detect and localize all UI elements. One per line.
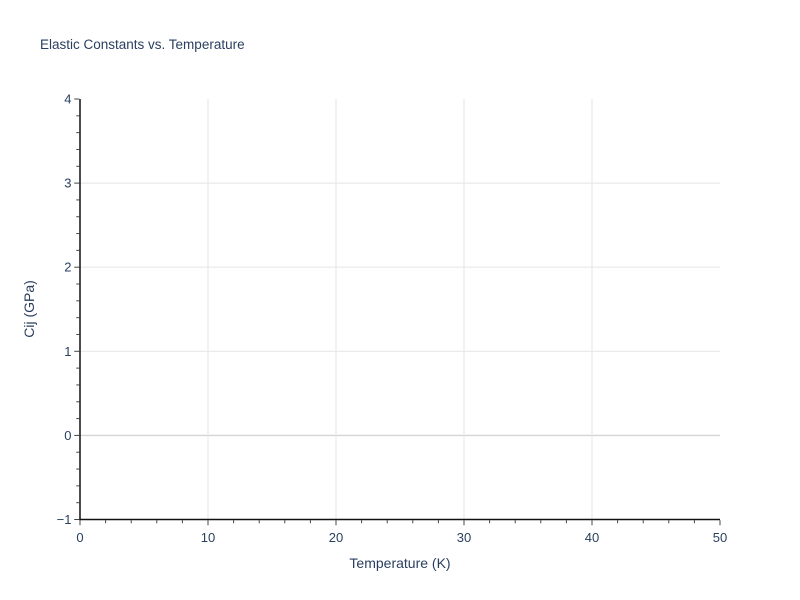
y-tick-label: 1 [64, 344, 71, 359]
x-axis-title: Temperature (K) [349, 555, 451, 571]
y-tick-label: 0 [64, 428, 71, 443]
y-tick-label: 2 [64, 260, 71, 275]
x-tick-label: 20 [329, 530, 343, 545]
x-tick-label: 0 [76, 530, 83, 545]
x-tick-label: 50 [713, 530, 727, 545]
x-tick-label: 40 [585, 530, 599, 545]
y-axis-title: Cij (GPa) [21, 280, 37, 338]
y-tick-label: −1 [57, 512, 72, 527]
x-tick-label: 30 [457, 530, 471, 545]
chart-title: Elastic Constants vs. Temperature [40, 37, 245, 52]
y-tick-label: 3 [64, 176, 71, 191]
y-tick-label: 4 [64, 92, 71, 107]
x-tick-label: 10 [201, 530, 215, 545]
